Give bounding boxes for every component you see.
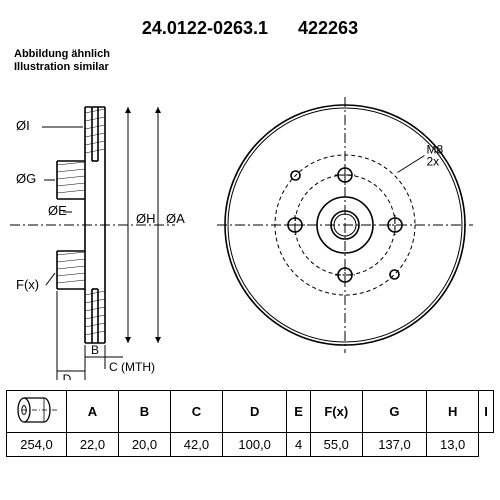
val-C: 20,0 [118,433,170,457]
svg-text:ØH: ØH [136,211,156,226]
col-E: E [287,391,310,433]
svg-text:2x: 2x [426,155,439,169]
val-Fx: 4 [287,433,310,457]
val-A: 254,0 [7,433,67,457]
svg-text:ØE: ØE [48,203,67,218]
svg-text:ØA: ØA [166,211,185,226]
val-G: 55,0 [310,433,362,457]
svg-text:ØI: ØI [16,118,30,133]
short-code: 422263 [298,18,358,39]
header-bar: 24.0122-0263.1 422263 [0,18,500,39]
col-D: D [222,391,286,433]
svg-text:B: B [91,343,99,357]
svg-text:D: D [63,372,72,380]
col-Fx: F(x) [310,391,362,433]
col-C: C [170,391,222,433]
col-I: I [479,391,494,433]
svg-text:C (MTH): C (MTH) [109,360,155,374]
col-A: A [67,391,119,433]
part-number: 24.0122-0263.1 [142,18,268,39]
svg-text:F(x): F(x) [16,277,39,292]
val-H: 137,0 [362,433,426,457]
val-I: 13,0 [427,433,479,457]
col-H: H [427,391,479,433]
val-D: 42,0 [170,433,222,457]
disc-icon-cell [7,391,67,433]
dimension-table: ABCDEF(x)GHI 254,022,020,042,0100,0455,0… [6,390,494,457]
val-B: 22,0 [67,433,119,457]
col-B: B [118,391,170,433]
val-E: 100,0 [222,433,286,457]
svg-text:ØG: ØG [16,171,36,186]
technical-diagram: ØIØGØEØHØAF(x)BDC (MTH)M82x [0,50,500,380]
col-G: G [362,391,426,433]
